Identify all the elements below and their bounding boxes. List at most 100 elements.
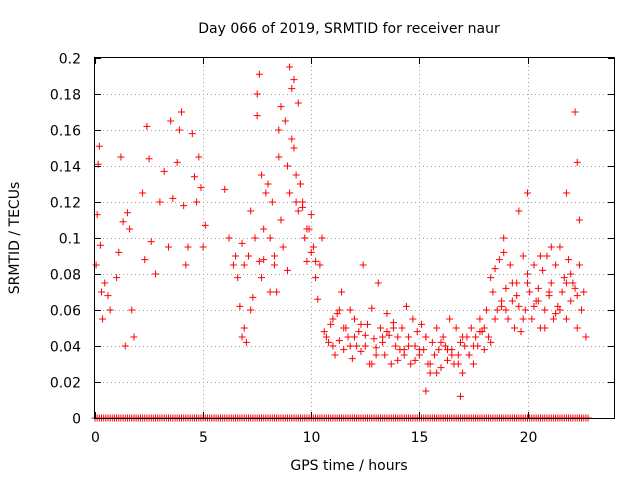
data-point [469,342,477,350]
data-point [266,288,274,296]
data-point [357,320,365,328]
data-point [199,243,207,251]
y-tick-label: 0.14 [50,160,81,176]
data-point [368,304,376,312]
data-point [128,306,136,314]
data-point [351,333,358,341]
data-point [534,284,542,292]
data-point [152,270,160,278]
data-point [327,320,335,328]
data-point [182,261,190,269]
data-point [554,302,562,310]
data-point [508,279,516,287]
data-point [394,333,402,341]
y-tick-label: 0.08 [50,268,81,284]
data-point [351,315,358,323]
data-point [426,369,434,377]
data-point [193,198,201,206]
data-point [175,126,183,134]
data-point [374,279,382,287]
data-point [500,234,508,242]
data-point [113,274,121,282]
data-point [573,324,581,332]
data-point [346,306,354,314]
data-point [359,261,367,269]
data-point [331,351,339,359]
data-point [97,288,105,296]
data-point [307,211,315,219]
data-point [312,257,320,265]
data-point [234,274,242,282]
data-point [286,63,294,71]
data-point [99,315,107,323]
data-point [541,306,549,314]
data-point [92,261,100,269]
data-point [294,207,302,215]
data-point [575,261,583,269]
x-axis-label: GPS time / hours [290,458,407,474]
data-point [517,328,525,336]
y-tick-label: 0.16 [50,124,81,140]
data-point [459,369,467,377]
y-tick-labels: 0 0.02 0.04 0.06 0.08 0.1 0.12 0.14 0.16 0.18 0.2 [50,52,81,428]
data-point [524,279,531,287]
data-point [487,274,495,282]
data-point [562,189,570,197]
data-point [452,324,460,332]
data-point [456,392,464,400]
data-point [253,90,261,98]
data-point [433,324,441,332]
data-point [426,360,434,368]
data-point [530,261,538,269]
data-point [448,351,456,359]
data-point [258,274,266,282]
data-point [402,302,410,310]
data-point [569,279,577,287]
data-point [299,198,307,206]
data-point [394,356,402,364]
data-point [270,261,278,269]
data-point [329,315,337,323]
data-point [277,103,285,111]
data-point [446,315,454,323]
data-point [338,288,346,296]
data-point [312,274,320,282]
y-tick-label: 0.1 [59,232,81,248]
data-point [519,252,527,260]
data-point [454,351,462,359]
data-point [307,248,315,256]
data-point [524,270,531,278]
data-point [565,256,573,264]
y-tick-label: 0.2 [59,52,81,68]
data-point [526,288,534,296]
data-point [379,333,387,341]
data-point [292,198,300,206]
data-point [283,266,291,274]
data-point [485,333,493,341]
data-point [437,338,445,346]
data-point [465,351,473,359]
data-point [197,184,205,192]
data-point [441,342,449,350]
data-point [314,295,322,303]
data-point [249,293,257,301]
data-point [333,310,341,318]
data-point [515,207,523,215]
data-point [178,108,185,116]
data-point [236,302,244,310]
data-point [428,338,436,346]
data-point [353,342,361,350]
data-point [169,194,177,202]
data-point [117,153,125,161]
data-point [372,344,380,352]
data-point [253,112,261,120]
data-point [398,324,406,332]
data-point [147,238,155,246]
data-point [143,122,151,130]
data-point [361,331,369,339]
data-point [567,297,575,305]
data-point [539,266,547,274]
data-point [96,241,104,249]
data-point [247,306,255,314]
data-point [472,333,480,341]
